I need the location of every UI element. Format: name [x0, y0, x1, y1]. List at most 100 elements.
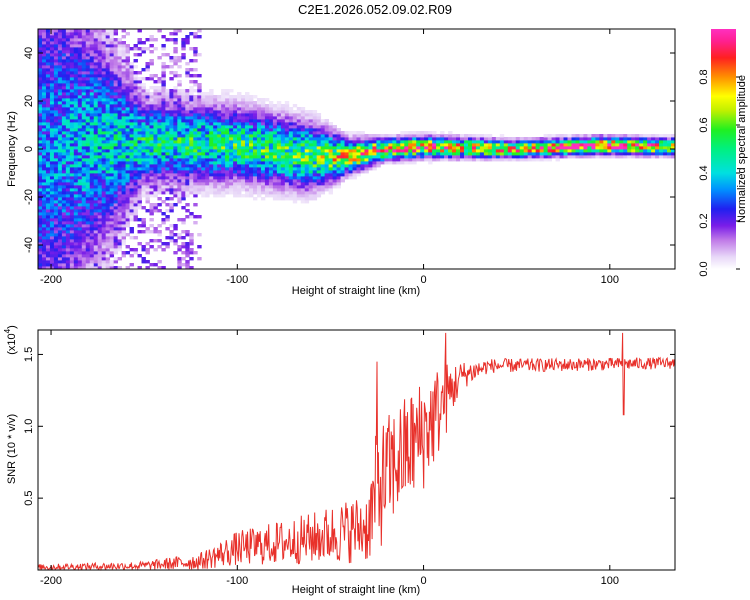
spectrogram-cell — [113, 137, 119, 141]
spectrogram-cell — [137, 119, 142, 123]
spectrogram-cell — [448, 152, 453, 156]
spectrogram-cell — [113, 191, 119, 195]
spectrogram-cell — [233, 182, 238, 186]
spectrogram-xtick-label: 100 — [601, 274, 619, 286]
spectrogram-cell — [276, 176, 282, 180]
spectrogram-cell — [213, 194, 218, 198]
spectrogram-cell — [109, 149, 115, 153]
spectrogram-cell — [308, 167, 314, 171]
spectrogram-cell — [276, 182, 282, 186]
spectrogram-cell — [233, 101, 238, 105]
spectrogram-cell — [547, 152, 552, 156]
spectrogram-cell — [424, 158, 429, 162]
spectrogram-cell — [125, 98, 130, 102]
spectrogram-cell — [57, 170, 63, 174]
spectrogram-cell — [181, 113, 186, 117]
spectrogram-cell — [149, 125, 154, 129]
spectrogram-cell — [352, 158, 357, 162]
spectrogram-cell — [193, 131, 198, 135]
spectrogram-cell — [181, 131, 186, 135]
spectrogram-cell — [304, 125, 310, 129]
spectrogram-cell — [61, 101, 67, 105]
spectrogram-cell — [65, 146, 71, 150]
spectrogram-cell — [229, 113, 234, 117]
spectrogram-cell — [320, 131, 326, 135]
spectrogram-cell — [436, 134, 441, 138]
spectrogram-cell — [197, 257, 202, 261]
spectrogram-cell — [631, 134, 636, 138]
spectrogram-cell — [157, 176, 162, 180]
spectrogram-cell — [197, 104, 202, 108]
spectrogram-cell — [165, 227, 170, 231]
spectrogram-cell — [73, 188, 79, 192]
spectrogram-cell — [452, 134, 457, 138]
spectrogram-cell — [364, 164, 369, 168]
spectrogram-cell — [296, 158, 302, 162]
spectrogram-cell — [45, 215, 51, 219]
spectrogram-cell — [217, 107, 222, 111]
spectrogram-cell — [85, 155, 91, 159]
spectrogram-cell — [65, 89, 71, 93]
spectrogram-cell — [133, 65, 138, 69]
spectrogram-cell — [53, 242, 59, 246]
spectrogram-cell — [316, 164, 322, 168]
spectrogram-cell — [109, 128, 115, 132]
spectrogram-cell — [45, 266, 51, 270]
spectrogram-cell — [376, 140, 381, 144]
spectrogram-cell — [667, 140, 672, 144]
spectrogram-cell — [539, 155, 545, 159]
spectrogram-cell — [113, 110, 119, 114]
spectrogram-cell — [237, 188, 242, 192]
spectrogram-cell — [185, 233, 190, 237]
spectrogram-cell — [404, 137, 409, 141]
spectrogram-cell — [189, 86, 194, 90]
spectrogram-cell — [193, 101, 198, 105]
spectrogram-cell — [344, 152, 349, 156]
spectrogram-cell — [133, 248, 138, 252]
spectrogram-cell — [173, 149, 178, 153]
spectrogram-cell — [101, 146, 107, 150]
spectrogram-cell — [77, 257, 83, 261]
spectrogram-cell — [85, 230, 91, 234]
spectrogram-cell — [93, 197, 99, 201]
spectrogram-cell — [97, 32, 103, 36]
spectrogram-cell — [113, 104, 119, 108]
spectrogram-cell — [161, 44, 166, 48]
spectrogram-cell — [105, 254, 111, 258]
spectrogram-cell — [567, 149, 572, 153]
spectrogram-cell — [555, 158, 560, 162]
spectrogram-cell — [77, 203, 83, 207]
spectrogram-cell — [61, 206, 67, 210]
spectrogram-cell — [515, 137, 521, 141]
spectrogram-cell — [61, 266, 67, 270]
spectrogram-cell — [81, 182, 87, 186]
spectrogram-cell — [73, 119, 79, 123]
spectrogram-cell — [233, 131, 238, 135]
spectrogram-cell — [268, 164, 274, 168]
spectrogram-cell — [133, 194, 138, 198]
spectrogram-cell — [57, 188, 63, 192]
spectrogram-cell — [181, 182, 186, 186]
spectrogram-cell — [671, 146, 676, 150]
spectrogram-cell — [296, 164, 302, 168]
spectrogram-cell — [571, 146, 576, 150]
spectrogram-cell — [165, 122, 170, 126]
spectrogram-cell — [145, 251, 150, 255]
spectrogram-cell — [145, 185, 150, 189]
spectrogram-cell — [165, 245, 170, 249]
spectrogram-cell — [340, 167, 345, 171]
spectrogram-cell — [189, 32, 194, 36]
spectrogram-cell — [89, 164, 95, 168]
spectrogram-cell — [109, 167, 115, 171]
spectrogram-cell — [129, 80, 134, 84]
spectrogram-cell — [356, 143, 361, 147]
spectrogram-cell — [85, 98, 91, 102]
spectrogram-cell — [85, 215, 91, 219]
spectrogram-cell — [129, 122, 134, 126]
spectrogram-cell — [149, 128, 154, 132]
spectrogram-cell — [551, 137, 556, 141]
spectrogram-cell — [41, 254, 47, 258]
spectrogram-cell — [169, 140, 174, 144]
spectrogram-cell — [523, 155, 529, 159]
spectrogram-cell — [97, 101, 103, 105]
